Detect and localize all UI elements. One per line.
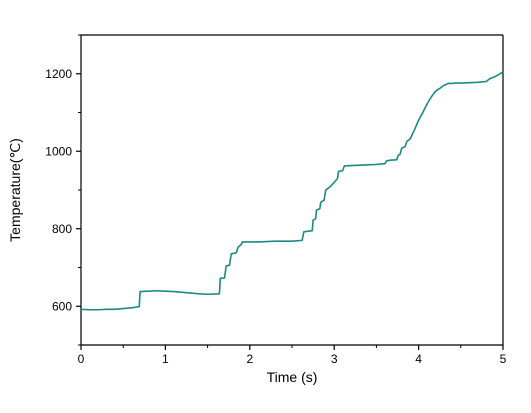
- y-tick-label: 1200: [45, 67, 72, 81]
- x-tick-label: 0: [78, 352, 85, 366]
- y-tick-label: 800: [52, 222, 72, 236]
- x-tick-label: 3: [331, 352, 338, 366]
- y-tick-label: 1000: [45, 144, 72, 158]
- y-tick-label: 600: [52, 299, 72, 313]
- x-tick-label: 5: [500, 352, 507, 366]
- series-line-0: [80, 71, 504, 311]
- ticks-layer: 0 1 2 3 4 5 600 800 1000 1200: [45, 34, 507, 366]
- series-layer: [80, 71, 504, 311]
- x-tick-label: 4: [415, 352, 422, 366]
- x-tick-label: 2: [246, 352, 253, 366]
- x-axis-title: Time (s): [267, 369, 318, 385]
- x-tick-label: 1: [162, 352, 169, 366]
- y-axis-title: Temperature(℃): [7, 138, 23, 242]
- axes-layer: [80, 34, 504, 346]
